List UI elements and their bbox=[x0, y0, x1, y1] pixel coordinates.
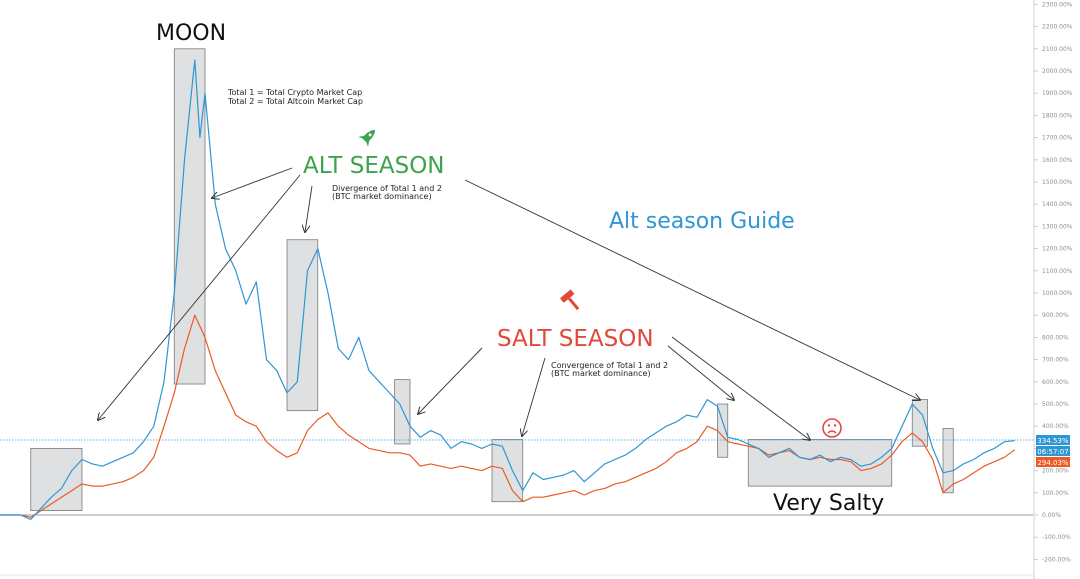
arrow-salt-to-fourth bbox=[522, 357, 546, 436]
price-label-time: 06:57:07 bbox=[1036, 446, 1070, 456]
price-label-orange: 294.03% bbox=[1036, 457, 1070, 467]
y-tick-label: 500.00% bbox=[1042, 401, 1069, 408]
y-tick-label: 1400.00% bbox=[1042, 201, 1073, 208]
sad-face-icon bbox=[822, 418, 842, 438]
price-label-time-text: 06:57:07 bbox=[1037, 448, 1068, 456]
annotation-arrows bbox=[98, 167, 920, 440]
divergence-line2: (BTC market dominance) bbox=[332, 192, 432, 201]
very-salty-label: Very Salty bbox=[773, 491, 884, 516]
convergence-line2: (BTC market dominance) bbox=[551, 369, 651, 378]
guide-title: Alt season Guide bbox=[609, 209, 795, 234]
y-tick-label: 400.00% bbox=[1042, 423, 1069, 430]
y-tick-label: 800.00% bbox=[1042, 334, 1069, 341]
arrow-salt-to-fifth bbox=[667, 345, 734, 400]
price-label-blue: 334.53% bbox=[1036, 435, 1070, 445]
highlight-zone-4 bbox=[394, 379, 411, 445]
alt-season-label: ALT SEASON bbox=[303, 153, 445, 179]
highlight-zone-5 bbox=[491, 439, 524, 503]
highlight-zones bbox=[30, 48, 954, 511]
arrow-alt-to-first bbox=[98, 174, 301, 420]
y-tick-label: 1900.00% bbox=[1042, 90, 1073, 97]
salt-season-label: SALT SEASON bbox=[497, 326, 654, 352]
y-tick-label: -200.00% bbox=[1042, 556, 1071, 563]
y-tick-label: 2300.00% bbox=[1042, 1, 1073, 8]
price-label-blue-text: 334.53% bbox=[1037, 437, 1068, 445]
legend-total2: Total 2 = Total Altcoin Market Cap bbox=[227, 97, 363, 106]
arrow-salt-to-salty bbox=[671, 336, 810, 440]
highlight-zone-9 bbox=[942, 428, 954, 494]
y-tick-label: 1800.00% bbox=[1042, 112, 1073, 119]
divergence-line1: Divergence of Total 1 and 2 bbox=[332, 184, 442, 193]
price-label-orange-text: 294.03% bbox=[1037, 459, 1068, 467]
legend-total1: Total 1 = Total Crypto Market Cap bbox=[227, 88, 362, 97]
y-tick-label: 2100.00% bbox=[1042, 46, 1073, 53]
moon-label: MOON bbox=[156, 21, 226, 46]
y-axis-ticks: 2300.00% 2200.00% 2100.00% 2000.00% 1900.00%… bbox=[1034, 1, 1073, 563]
y-tick-label: 0.00% bbox=[1042, 512, 1061, 519]
y-tick-label: 600.00% bbox=[1042, 379, 1069, 386]
y-tick-label: 2000.00% bbox=[1042, 68, 1073, 75]
y-tick-label: 1700.00% bbox=[1042, 135, 1073, 142]
y-tick-label: 200.00% bbox=[1042, 468, 1069, 475]
gavel-icon bbox=[560, 289, 580, 311]
arrow-alt-to-late bbox=[464, 179, 920, 400]
series-lines bbox=[0, 59, 1016, 520]
convergence-line1: Convergence of Total 1 and 2 bbox=[551, 361, 668, 370]
y-tick-label: 1600.00% bbox=[1042, 157, 1073, 164]
y-tick-label: 900.00% bbox=[1042, 312, 1069, 319]
y-tick-label: -100.00% bbox=[1042, 534, 1071, 541]
y-tick-label: 700.00% bbox=[1042, 357, 1069, 364]
y-tick-label: 2200.00% bbox=[1042, 24, 1073, 31]
y-tick-label: 1300.00% bbox=[1042, 223, 1073, 230]
y-tick-label: 1200.00% bbox=[1042, 246, 1073, 253]
arrow-alt-to-second bbox=[305, 185, 313, 232]
rocket-icon bbox=[358, 129, 376, 147]
y-tick-label: 1500.00% bbox=[1042, 179, 1073, 186]
y-tick-label: 100.00% bbox=[1042, 490, 1069, 497]
y-tick-label: 1000.00% bbox=[1042, 290, 1073, 297]
series-line-total1 bbox=[0, 59, 1015, 520]
arrow-alt-to-moon bbox=[212, 167, 293, 198]
arrow-salt-to-third bbox=[418, 347, 483, 414]
series-line-total2 bbox=[0, 314, 1016, 518]
y-tick-label: 1100.00% bbox=[1042, 268, 1073, 275]
highlight-zone-7 bbox=[747, 439, 893, 487]
